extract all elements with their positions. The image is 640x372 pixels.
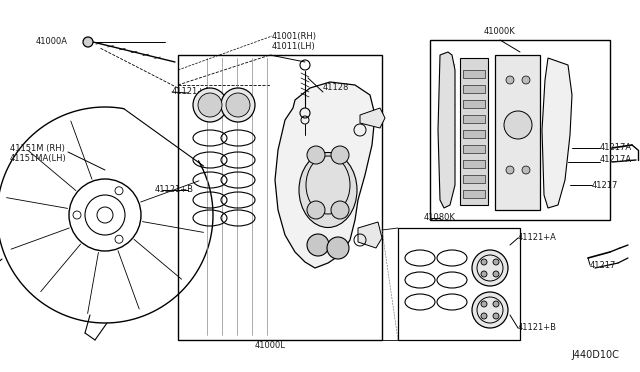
Polygon shape <box>275 82 375 268</box>
Circle shape <box>331 146 349 164</box>
Text: 41217: 41217 <box>592 180 618 189</box>
Circle shape <box>198 93 222 117</box>
Text: 41000A: 41000A <box>36 38 68 46</box>
Polygon shape <box>463 70 485 78</box>
Text: 41217A: 41217A <box>600 155 632 164</box>
Circle shape <box>472 250 508 286</box>
Polygon shape <box>463 190 485 198</box>
Polygon shape <box>438 52 455 208</box>
Circle shape <box>506 166 514 174</box>
Polygon shape <box>542 58 572 208</box>
Ellipse shape <box>299 153 357 228</box>
Circle shape <box>307 234 329 256</box>
Circle shape <box>481 259 487 265</box>
Circle shape <box>506 76 514 84</box>
Circle shape <box>327 237 349 259</box>
Text: J440D10C: J440D10C <box>571 350 619 360</box>
Circle shape <box>522 76 530 84</box>
Polygon shape <box>463 100 485 108</box>
Text: 41217: 41217 <box>590 260 616 269</box>
Circle shape <box>193 88 227 122</box>
Polygon shape <box>463 85 485 93</box>
Circle shape <box>472 292 508 328</box>
Text: 41121+B: 41121+B <box>155 186 194 195</box>
Polygon shape <box>360 108 385 128</box>
Circle shape <box>493 271 499 277</box>
Text: 41001(RH): 41001(RH) <box>272 32 317 41</box>
Polygon shape <box>358 222 382 248</box>
Circle shape <box>481 313 487 319</box>
Circle shape <box>307 146 325 164</box>
Text: 41151M (RH): 41151M (RH) <box>10 144 65 153</box>
Text: 41080K: 41080K <box>424 214 456 222</box>
Circle shape <box>221 88 255 122</box>
Circle shape <box>493 301 499 307</box>
Polygon shape <box>463 145 485 153</box>
Text: 41121+A: 41121+A <box>518 234 557 243</box>
Circle shape <box>481 301 487 307</box>
Circle shape <box>226 93 250 117</box>
Circle shape <box>493 259 499 265</box>
Circle shape <box>504 111 532 139</box>
Text: 41128: 41128 <box>323 83 349 93</box>
Text: 41121+B: 41121+B <box>518 324 557 333</box>
Text: 41011(LH): 41011(LH) <box>272 42 316 51</box>
Circle shape <box>493 313 499 319</box>
Polygon shape <box>495 55 540 210</box>
Circle shape <box>331 201 349 219</box>
Circle shape <box>307 201 325 219</box>
Polygon shape <box>463 160 485 168</box>
Text: 41151MA(LH): 41151MA(LH) <box>10 154 67 164</box>
Circle shape <box>83 37 93 47</box>
Polygon shape <box>463 115 485 123</box>
Polygon shape <box>460 58 488 205</box>
Text: 41121+A: 41121+A <box>172 87 211 96</box>
Text: 41217A: 41217A <box>600 144 632 153</box>
Circle shape <box>481 271 487 277</box>
Text: 41000K: 41000K <box>484 28 516 36</box>
Circle shape <box>522 166 530 174</box>
Polygon shape <box>463 130 485 138</box>
Text: 41000L: 41000L <box>255 340 285 350</box>
Polygon shape <box>463 175 485 183</box>
